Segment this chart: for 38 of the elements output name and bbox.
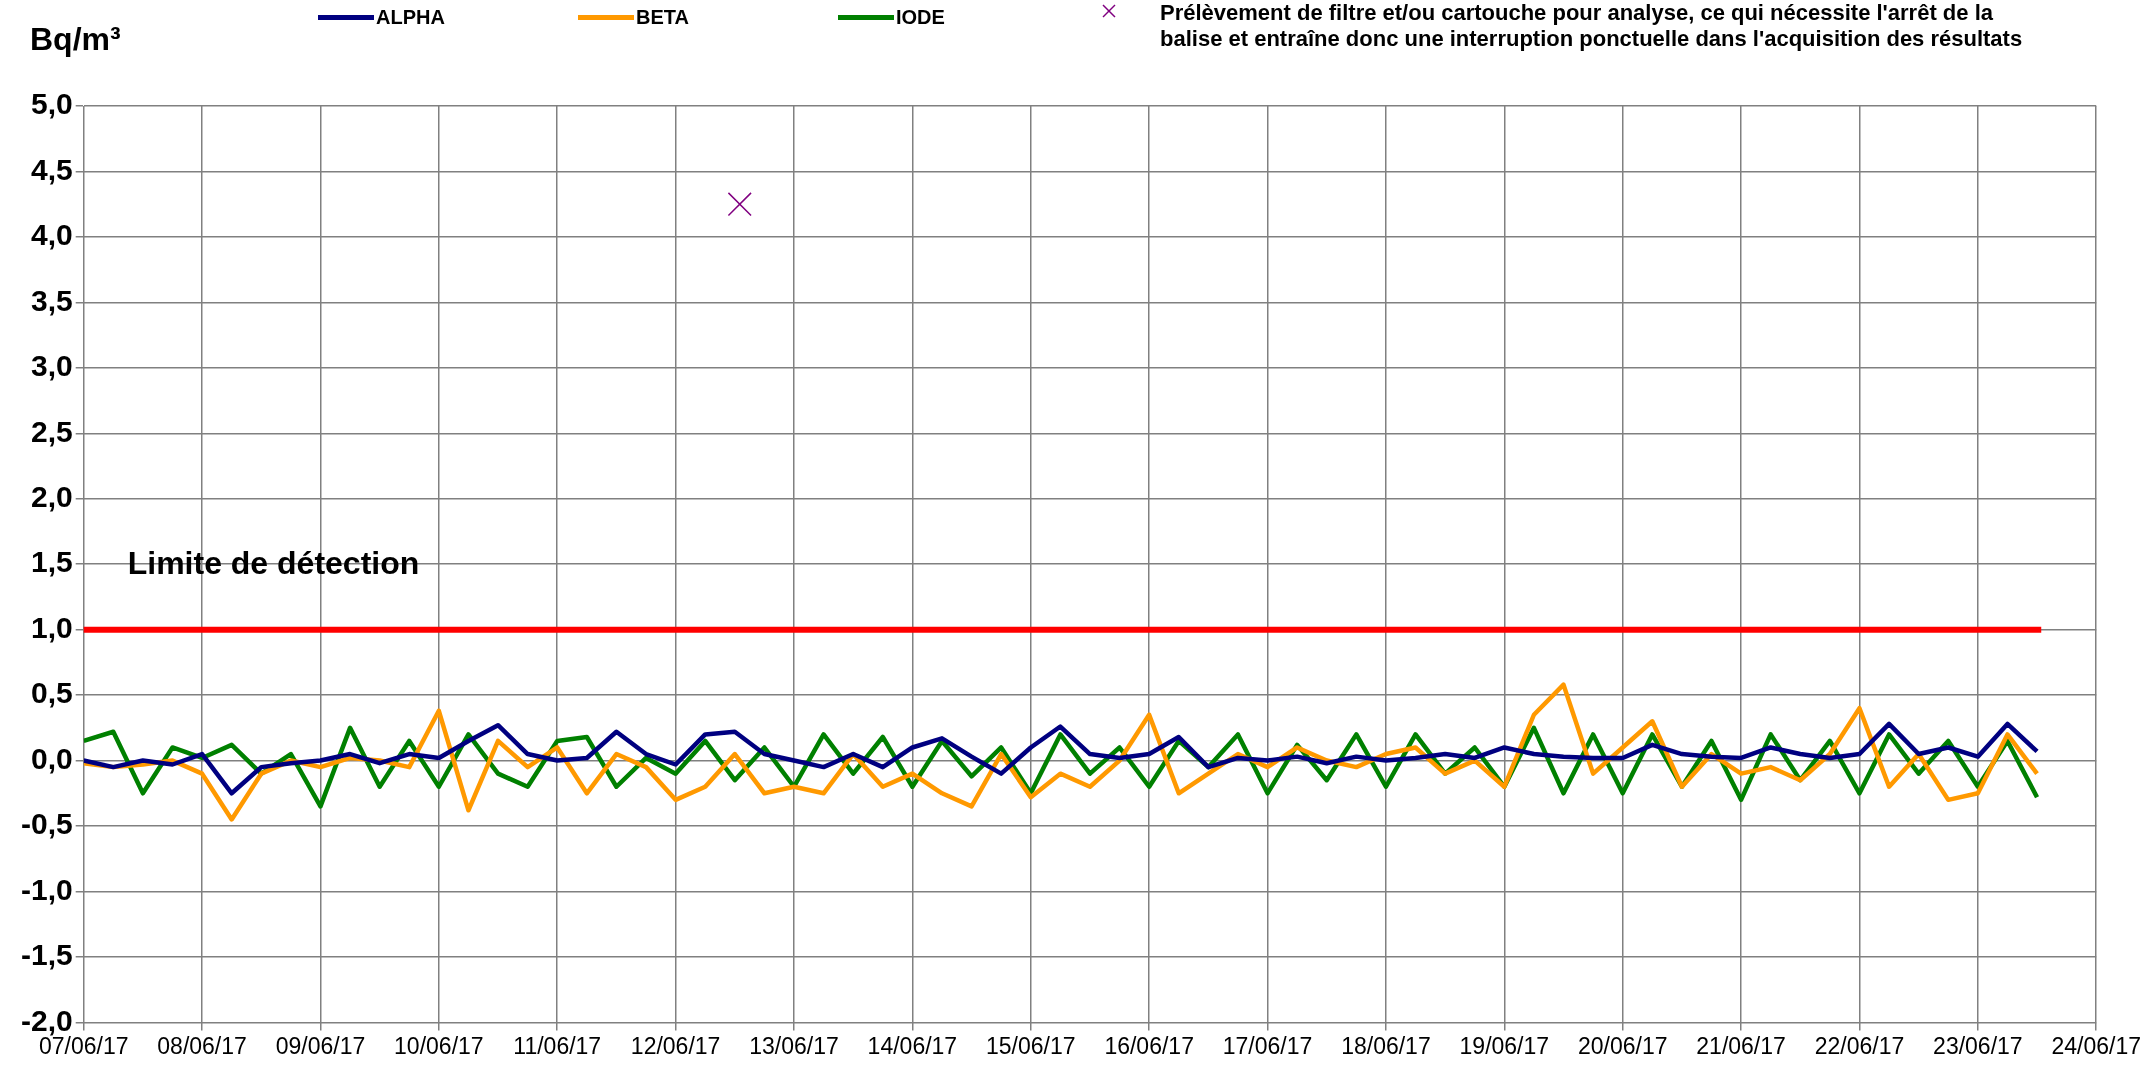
x-tick-label: 09/06/17 [275,1032,366,1059]
x-tick-label: 24/06/17 [2051,1032,2141,1059]
y-tick-label: -1,0 [20,872,73,906]
x-tick-label: 17/06/17 [1222,1032,1313,1059]
ref-line-label: Limite de détection [127,545,420,582]
legend-label: IODE [896,5,945,30]
x-tick-label: 08/06/17 [157,1032,247,1059]
y-tick-label: 3,0 [30,349,73,383]
x-tick-label: 23/06/17 [1933,1032,2023,1059]
legend-label: Prélèvement de filtre et/ou cartouche pour analyse, ce qui nécessite l'arrêt de la balise et entraîne donc une interruption ponctuelle dans l'acquisition des résultats [1160,0,2024,52]
y-tick-label: 1,5 [30,545,73,579]
y-tick-label: 0,5 [30,676,73,710]
x-tick-label: 10/06/17 [394,1032,484,1059]
x-tick-label: 22/06/17 [1814,1032,1905,1059]
x-tick-label: 16/06/17 [1104,1032,1194,1059]
y-tick-label: -1,5 [20,938,73,972]
y-tick-label: 2,0 [30,480,73,514]
y-tick-label: 0,0 [30,741,73,775]
x-tick-label: 18/06/17 [1341,1032,1431,1059]
x-tick-label: 19/06/17 [1459,1032,1550,1059]
y-tick-label: 4,5 [30,152,73,186]
x-tick-label: 15/06/17 [986,1032,1076,1059]
x-tick-label: 13/06/17 [749,1032,839,1059]
y-tick-label: 3,5 [30,283,73,317]
y-tick-label: 2,5 [30,414,73,448]
y-tick-label: 4,0 [30,218,73,252]
x-tick-label: 11/06/17 [513,1032,602,1059]
legend-label: ALPHA [376,5,445,30]
x-tick-label: 14/06/17 [867,1032,958,1059]
y-tick-label: -2,0 [20,1003,73,1037]
y-axis-title: Bq/m³ [30,21,121,57]
y-tick-label: 1,0 [30,610,73,644]
legend-label: BETA [636,5,689,30]
x-tick-label: 20/06/17 [1577,1032,1668,1059]
x-tick-label: 21/06/17 [1696,1032,1786,1059]
y-tick-label: 5,0 [30,87,73,121]
x-tick-label: 12/06/17 [630,1032,721,1059]
y-tick-label: -0,5 [20,807,73,841]
